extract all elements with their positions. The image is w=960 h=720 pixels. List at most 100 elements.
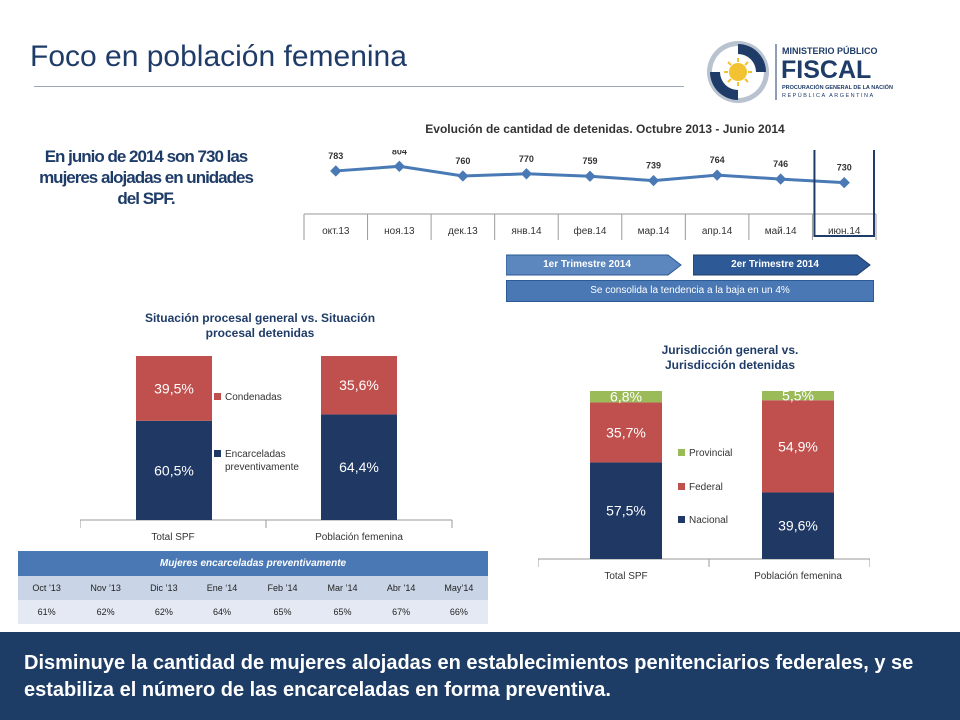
footer-text: Disminuye la cantidad de mujeres alojada… bbox=[24, 652, 914, 701]
procesal-chart-title: Situación procesal general vs. Situación… bbox=[144, 311, 376, 340]
line-data-label: 770 bbox=[519, 154, 534, 164]
table-title: Mujeres encarceladas preventivamente bbox=[18, 551, 488, 576]
line-point bbox=[775, 173, 787, 185]
table-cell: 65% bbox=[252, 600, 313, 624]
bar-segment bbox=[136, 420, 212, 520]
q2-arrow: 2er Trimestre 2014 bbox=[693, 254, 871, 276]
line-chart-title: Evolución de cantidad de detenidas. Octu… bbox=[425, 122, 785, 136]
line-data-label: 730 bbox=[837, 163, 852, 173]
line-data-label: 746 bbox=[773, 159, 788, 169]
trend-banner: Se consolida la tendencia a la baja en u… bbox=[506, 280, 874, 302]
legend-swatch bbox=[214, 393, 221, 400]
bar-category-label: Población femenina bbox=[754, 571, 842, 582]
bar-category-label: Total SPF bbox=[604, 571, 647, 582]
bar-segment bbox=[762, 391, 834, 401]
legend-label: Federal bbox=[689, 482, 723, 493]
preventive-table: Mujeres encarceladas preventivamente Oct… bbox=[18, 551, 488, 624]
last-month-highlight bbox=[813, 150, 876, 237]
table-column-header: Dic ’13 bbox=[136, 576, 192, 600]
line-point bbox=[647, 174, 660, 187]
table-cell: 61% bbox=[18, 600, 76, 624]
legend-label: Encarceladas preventivamente bbox=[225, 449, 299, 473]
legend-swatch bbox=[678, 516, 685, 523]
q1-arrow: 1er Trimestre 2014 bbox=[506, 254, 682, 276]
slide-title: Foco en población femenina bbox=[30, 40, 407, 73]
bar-data-label: 60,5% bbox=[154, 462, 194, 478]
line-data-label: 764 bbox=[710, 155, 725, 165]
q1-label: 1er Trimestre 2014 bbox=[543, 259, 631, 270]
line-data-label: 759 bbox=[582, 156, 597, 166]
bar-data-label: 6,8% bbox=[610, 389, 642, 405]
table-column-header: May’14 bbox=[429, 576, 488, 600]
legend-label: Provincial bbox=[689, 448, 732, 459]
title-divider bbox=[34, 86, 684, 87]
logo-line3: PROCURACIÓN GENERAL DE LA NACIÓN bbox=[782, 83, 893, 91]
line-x-tick-label: июн.14 bbox=[828, 226, 861, 237]
line-x-tick-label: фев.14 bbox=[573, 225, 606, 237]
table-column-header: Abr ’14 bbox=[372, 576, 430, 600]
bar-data-label: 5,5% bbox=[782, 388, 814, 404]
bar-segment bbox=[762, 492, 834, 559]
legend-label: Nacional bbox=[689, 515, 728, 526]
table-cell: 67% bbox=[372, 600, 430, 624]
table-column-header: Ene ‘14 bbox=[191, 576, 253, 600]
line-point bbox=[711, 169, 723, 181]
bar-segment bbox=[762, 400, 834, 493]
bar-segment bbox=[590, 402, 662, 463]
legend-swatch bbox=[678, 483, 685, 490]
line-point bbox=[330, 165, 342, 177]
table-column-header: Feb ’14 bbox=[252, 576, 313, 600]
bar-category-label: Total SPF bbox=[151, 532, 194, 543]
ministerio-publico-fiscal-logo: MINISTERIO PÚBLICO FISCAL PROCURACIÓN GE… bbox=[707, 41, 893, 103]
logo-line1: MINISTERIO PÚBLICO bbox=[782, 45, 878, 56]
legend-swatch bbox=[214, 450, 221, 457]
table-value-row: 61% 62% 62% 64% 65% 65% 67% 66% bbox=[18, 600, 488, 624]
bar-data-label: 39,6% bbox=[778, 518, 818, 534]
logo-line4: REPÚBLICA ARGENTINA bbox=[782, 92, 875, 99]
bar-segment bbox=[590, 462, 662, 559]
line-point bbox=[520, 168, 533, 180]
bar-data-label: 54,9% bbox=[778, 438, 818, 454]
table-cell: 64% bbox=[191, 600, 253, 624]
table-cell: 66% bbox=[429, 600, 488, 624]
line-x-tick-label: май.14 bbox=[765, 226, 797, 237]
line-data-label: 804 bbox=[392, 150, 407, 156]
line-x-tick-label: дек.13 bbox=[448, 226, 478, 237]
jurisdiccion-chart-title: Jurisdicción general vs. Jurisdicción de… bbox=[661, 343, 799, 372]
bar-data-label: 39,5% bbox=[154, 380, 194, 396]
line-point bbox=[457, 170, 469, 182]
line-point bbox=[584, 170, 596, 182]
bar-data-label: 57,5% bbox=[606, 503, 646, 519]
jurisdiccion-chart: 57,5% 35,7% 6,8% Total SPF 39,6% 54,9% 5,5% Pob… bbox=[538, 388, 870, 582]
line-data-label: 739 bbox=[646, 161, 661, 171]
line-chart: 783 804 760 770 759 739 764 746 730 окт.13 ноя.13 д… bbox=[303, 150, 877, 240]
legend-label: Condenadas bbox=[225, 392, 282, 403]
bar-segment bbox=[321, 356, 397, 415]
line-data-label: 783 bbox=[328, 151, 343, 161]
legend-swatch bbox=[678, 449, 685, 456]
line-data-label: 760 bbox=[455, 156, 470, 166]
bar-segment bbox=[136, 356, 212, 421]
footer-banner bbox=[0, 632, 960, 720]
line-x-tick-label: янв.14 bbox=[511, 226, 542, 237]
table-cell: 62% bbox=[75, 600, 137, 624]
line-point bbox=[838, 176, 850, 189]
bar-data-label: 35,7% bbox=[606, 424, 646, 440]
bar-data-label: 35,6% bbox=[339, 377, 379, 393]
line-x-tick-label: мар.14 bbox=[638, 226, 670, 237]
line-x-tick-label: апр.14 bbox=[702, 226, 733, 237]
bar-category-label: Población femenina bbox=[315, 532, 403, 543]
line-x-tick-label: ноя.13 bbox=[384, 226, 415, 237]
table-column-header: Mar ’14 bbox=[312, 576, 373, 600]
line-point bbox=[393, 160, 405, 172]
bar-segment bbox=[321, 414, 397, 520]
line-x-tick-label: окт.13 bbox=[322, 226, 350, 237]
table-header-row: Oct ’13 Nov ’13 Dic ’13 Ene ‘14 Feb ’14 Mar ’… bbox=[18, 576, 488, 600]
bar-data-label: 64,4% bbox=[339, 459, 379, 475]
q2-label: 2er Trimestre 2014 bbox=[731, 259, 819, 270]
table-column-header: Oct ’13 bbox=[18, 576, 76, 600]
table-cell: 62% bbox=[136, 600, 192, 624]
procesal-chart: 60,5% 39,5% Total SPF 64,4% 35,6% Población f… bbox=[80, 356, 453, 543]
bar-segment bbox=[590, 391, 662, 403]
sun-emblem-icon bbox=[707, 41, 769, 103]
